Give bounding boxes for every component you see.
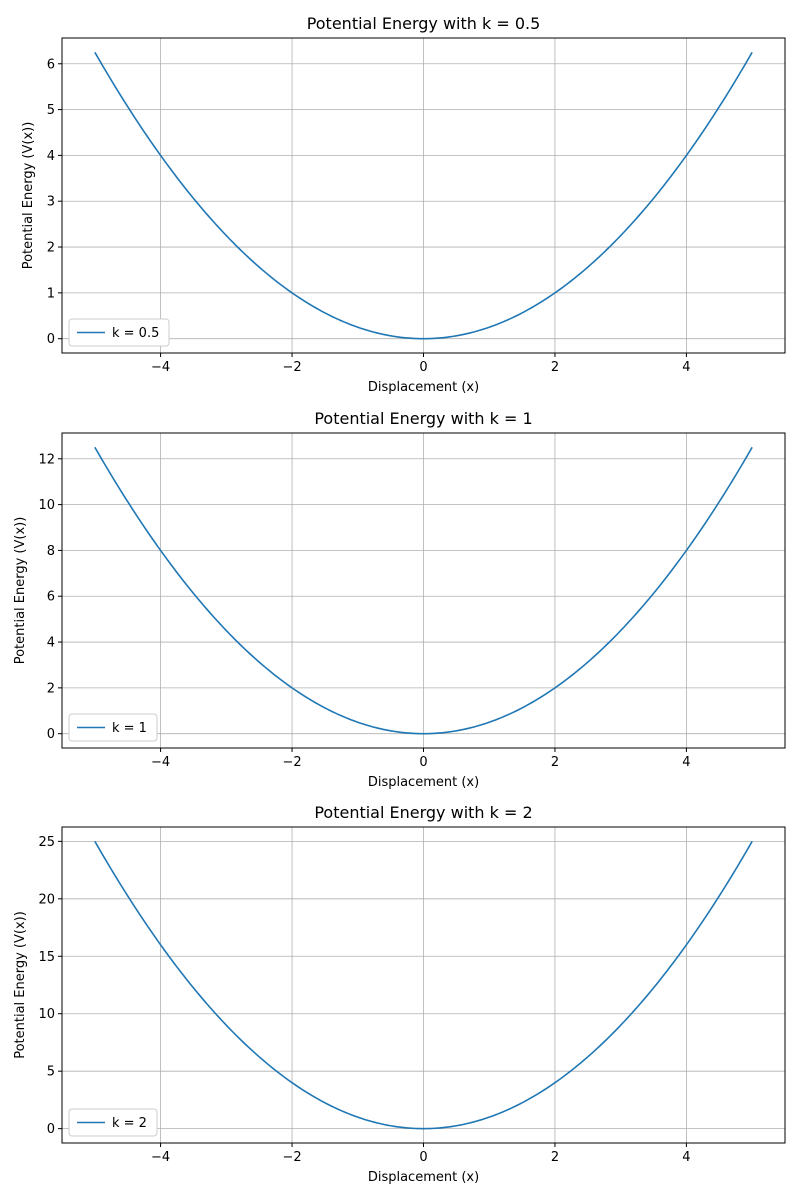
legend-label: k = 1 xyxy=(112,721,147,736)
y-tick-label: 4 xyxy=(47,636,55,651)
y-tick-label: 1 xyxy=(47,286,55,301)
chart-panel-0: −4 −2 0 2 4 0 1 2 3 4 5 6 Potential Energy with k = … xyxy=(21,14,786,395)
x-axis-label: Displacement (x) xyxy=(368,380,479,395)
x-tick-label: 4 xyxy=(682,360,690,375)
y-tick-label: 5 xyxy=(47,1065,55,1080)
chart-title: Potential Energy with k = 1 xyxy=(314,409,532,428)
legend: k = 2 xyxy=(68,1108,158,1137)
series-line xyxy=(94,446,753,735)
y-tick-label: 2 xyxy=(47,241,55,256)
x-tick-label: −4 xyxy=(151,1150,170,1165)
x-axis-label: Displacement (x) xyxy=(368,1170,479,1185)
legend-box xyxy=(68,318,170,347)
x-tick-label: 0 xyxy=(419,360,427,375)
y-axis-label: Potential Energy (V(x)) xyxy=(13,517,28,665)
x-tick-label: 2 xyxy=(551,1150,559,1165)
y-axis-label: Potential Energy (V(x)) xyxy=(13,911,28,1059)
y-tick-label: 0 xyxy=(47,332,55,347)
y-tick-label: 12 xyxy=(38,452,55,467)
y-tick-label: 25 xyxy=(38,835,55,850)
chart-title: Potential Energy with k = 2 xyxy=(314,803,532,822)
y-tick-label: 6 xyxy=(47,57,55,72)
y-tick-label: 5 xyxy=(47,103,55,118)
y-tick-label: 0 xyxy=(47,1122,55,1137)
y-tick-label: 0 xyxy=(47,727,55,742)
y-axis-label: Potential Energy (V(x)) xyxy=(21,122,36,270)
y-tick-label: 6 xyxy=(47,590,55,605)
legend-box xyxy=(68,1108,158,1137)
y-tick-label: 2 xyxy=(47,681,55,696)
x-tick-label: −4 xyxy=(151,755,170,770)
y-tick-label: 8 xyxy=(47,544,55,559)
legend-label: k = 2 xyxy=(112,1116,147,1131)
y-tick-label: 20 xyxy=(38,892,55,907)
x-tick-label: −2 xyxy=(282,1150,301,1165)
x-tick-label: −2 xyxy=(282,755,301,770)
x-tick-label: −4 xyxy=(151,360,170,375)
y-tick-label: 3 xyxy=(47,195,55,210)
y-tick-label: 15 xyxy=(38,950,55,965)
y-tick-label: 4 xyxy=(47,149,55,164)
x-tick-label: 2 xyxy=(551,360,559,375)
series-line xyxy=(94,840,753,1130)
x-tick-label: 4 xyxy=(682,1150,690,1165)
x-tick-label: 0 xyxy=(419,755,427,770)
y-tick-label: 10 xyxy=(38,498,55,513)
legend: k = 0.5 xyxy=(68,318,170,347)
y-tick-label: 10 xyxy=(38,1007,55,1022)
chart-panel-1: −4 −2 0 2 4 0 2 4 6 8 10 12 Potential Energy with k … xyxy=(13,409,786,790)
x-tick-label: 4 xyxy=(682,755,690,770)
x-axis-label: Displacement (x) xyxy=(368,775,479,790)
legend-label: k = 0.5 xyxy=(112,326,159,341)
legend: k = 1 xyxy=(68,713,158,742)
series-line xyxy=(94,51,753,340)
x-tick-label: 0 xyxy=(419,1150,427,1165)
x-tick-label: −2 xyxy=(282,360,301,375)
legend-box xyxy=(68,713,158,742)
x-tick-label: 2 xyxy=(551,755,559,770)
chart-panel-2: −4 −2 0 2 4 0 5 10 15 20 25 Potential Energy with k… xyxy=(13,803,786,1185)
chart-title: Potential Energy with k = 0.5 xyxy=(307,14,541,33)
